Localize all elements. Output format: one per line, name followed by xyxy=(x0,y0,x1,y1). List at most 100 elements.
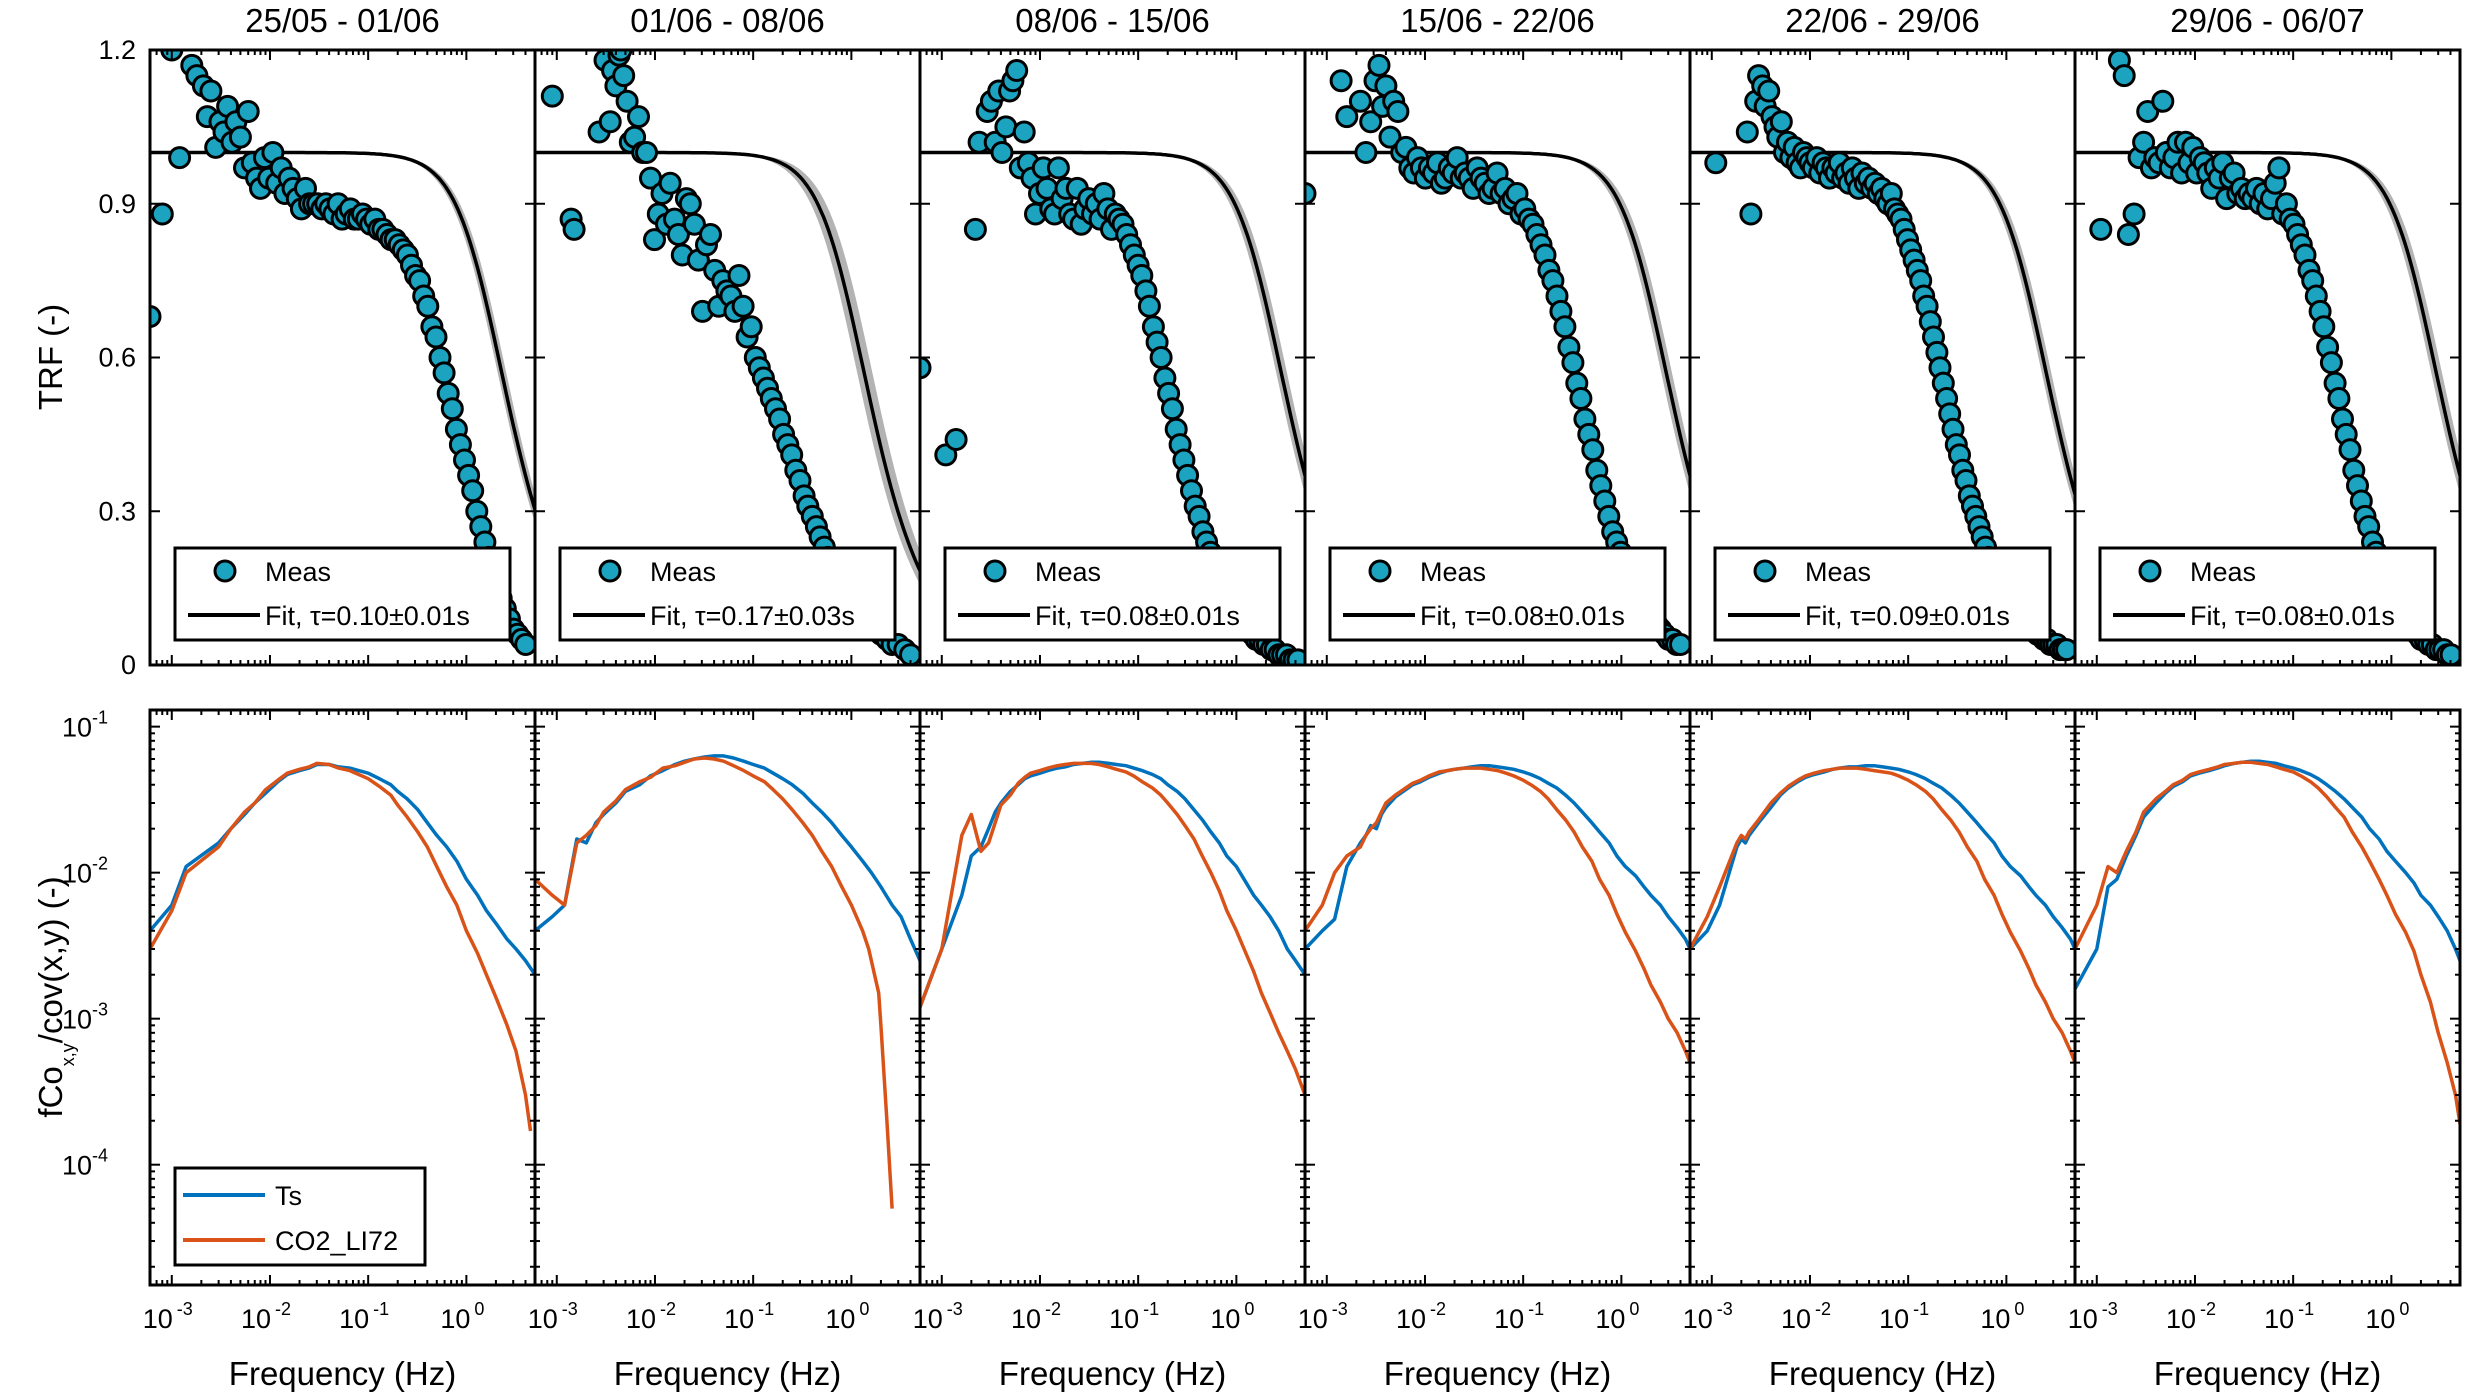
legend-fit-label: Fit, τ=0.08±0.01s xyxy=(1420,601,1625,631)
tick-base: 10 xyxy=(1595,1304,1625,1334)
meas-point xyxy=(2327,387,2351,410)
cospectra-ytick-label: 10-4 xyxy=(62,1146,108,1181)
meas-point xyxy=(682,212,706,236)
xtick-label: 10 -2 xyxy=(1396,1299,1446,1334)
meas-point xyxy=(461,479,485,503)
meas-point xyxy=(540,84,564,108)
tick-exponent: -2 xyxy=(1430,1299,1446,1319)
trf-ytick-label: 1.2 xyxy=(98,35,136,65)
co2-series-line xyxy=(150,761,533,1132)
meas-point xyxy=(1012,120,1036,144)
meas-point xyxy=(1329,69,1353,93)
tick-exponent: -3 xyxy=(177,1299,193,1319)
legend-meas-label: Meas xyxy=(2190,557,2256,587)
meas-point xyxy=(598,110,622,134)
legend-meas-marker xyxy=(983,559,1007,583)
meas-point xyxy=(514,633,535,656)
trf-legend: Meas Fit, τ=0.10±0.01s xyxy=(173,546,512,642)
xtick-label: 10 -3 xyxy=(913,1299,963,1334)
x-axis-label: Frequency (Hz) xyxy=(999,1355,1226,1392)
tick-base: 10 xyxy=(241,1304,271,1334)
tick-base: 10 xyxy=(339,1304,369,1334)
x-axis-label: Frequency (Hz) xyxy=(1769,1355,1996,1392)
tick-exponent: -1 xyxy=(1913,1299,1929,1319)
ylabel-rest: /cov(x,y) (-) xyxy=(32,876,69,1043)
xtick-label: 10 -1 xyxy=(2264,1299,2314,1334)
tick-exponent: -1 xyxy=(92,708,108,728)
trf-ytick-label: 0.6 xyxy=(98,343,136,373)
xtick-label: 10 -3 xyxy=(1683,1299,1733,1334)
tick-exponent: 0 xyxy=(1629,1299,1639,1319)
legend-meas-label: Meas xyxy=(650,557,716,587)
trf-y-axis-label: TRF (-) xyxy=(32,304,69,410)
tick-exponent: -1 xyxy=(2298,1299,2314,1319)
meas-point xyxy=(2338,438,2362,462)
cospectra-axes-frame xyxy=(918,708,1307,1287)
legend-fit-label: Fit, τ=0.08±0.01s xyxy=(1035,601,1240,631)
trf-legend: Meas Fit, τ=0.17±0.03s xyxy=(558,546,897,642)
tick-exponent: -1 xyxy=(1143,1299,1159,1319)
legend-meas-marker xyxy=(2138,559,2162,583)
ts-series-line xyxy=(150,762,535,976)
meas-point xyxy=(2132,130,2156,154)
meas-point xyxy=(2122,202,2146,226)
xtick-label: 10 -2 xyxy=(241,1299,291,1334)
tick-exponent: -2 xyxy=(2200,1299,2216,1319)
meas-point xyxy=(727,264,751,287)
cospectra-plot-area xyxy=(2075,759,2460,1125)
tick-base: 10 xyxy=(724,1304,754,1334)
xtick-label: 10 -1 xyxy=(724,1299,774,1334)
xtick-label: 10 0 xyxy=(1210,1299,1254,1334)
meas-point xyxy=(615,89,639,113)
meas-point xyxy=(2055,638,2075,662)
meas-point xyxy=(1305,182,1317,205)
cospectra-ytick-label: 10-2 xyxy=(62,854,108,889)
meas-point xyxy=(963,217,987,241)
meas-point xyxy=(1581,438,1605,462)
meas-point xyxy=(1757,79,1781,103)
tick-base: 10 xyxy=(2264,1304,2294,1334)
fit-line xyxy=(1690,150,2075,495)
legend-meas-label: Meas xyxy=(1805,557,1871,587)
tick-base: 10 xyxy=(1683,1304,1713,1334)
xtick-label: 10 -3 xyxy=(143,1299,193,1334)
panel-title: 15/06 - 22/06 xyxy=(1400,2,1595,39)
panel-title: 25/05 - 01/06 xyxy=(245,2,440,39)
xtick-label: 10 -2 xyxy=(1011,1299,1061,1334)
meas-point xyxy=(1149,346,1173,369)
meas-point xyxy=(199,79,223,103)
legend-co2-label: CO2_LI72 xyxy=(275,1226,398,1256)
x-axis-label: Frequency (Hz) xyxy=(614,1355,841,1392)
meas-point xyxy=(731,294,755,318)
xtick-label: 10 -1 xyxy=(1879,1299,1929,1334)
meas-point xyxy=(2319,351,2343,375)
xtick-label: 10 -2 xyxy=(1781,1299,1831,1334)
meas-point xyxy=(990,141,1014,164)
tick-base: 10 xyxy=(62,713,92,743)
meas-point xyxy=(944,428,968,451)
co2-series-line xyxy=(2075,760,2460,1125)
legend-meas-marker xyxy=(598,559,622,583)
tick-exponent: -3 xyxy=(947,1299,963,1319)
tick-exponent: -3 xyxy=(1717,1299,1733,1319)
meas-point xyxy=(678,192,702,216)
trf-legend: Meas Fit, τ=0.08±0.01s xyxy=(1328,546,1667,642)
cospectra-axes-frame xyxy=(2073,708,2462,1287)
meas-point xyxy=(1335,105,1359,129)
tick-base: 10 xyxy=(62,859,92,889)
tick-base: 10 xyxy=(2166,1304,2196,1334)
tick-exponent: -2 xyxy=(660,1299,676,1319)
tick-exponent: -1 xyxy=(758,1299,774,1319)
tick-exponent: -3 xyxy=(2102,1299,2118,1319)
cospectra-axes-frame xyxy=(1303,708,1692,1287)
panel-title: 01/06 - 08/06 xyxy=(630,2,825,39)
co2-series-line xyxy=(1305,766,1690,1064)
legend-fit-label: Fit, τ=0.08±0.01s xyxy=(2190,601,2395,631)
cospectra-ytick-label: 10-1 xyxy=(62,708,108,743)
tick-base: 10 xyxy=(825,1304,855,1334)
tick-base: 10 xyxy=(1396,1304,1426,1334)
x-axis-label: Frequency (Hz) xyxy=(1384,1355,1611,1392)
meas-point xyxy=(1561,351,1585,375)
meas-point xyxy=(1367,53,1391,77)
tick-base: 10 xyxy=(143,1304,173,1334)
